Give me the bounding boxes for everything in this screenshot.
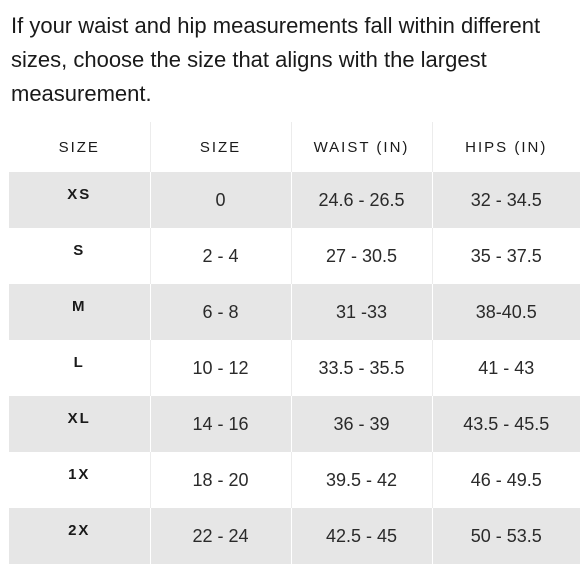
table-header-row: SIZE SIZE WAIST (IN) HIPS (IN) xyxy=(9,122,580,172)
size-label-cell: L xyxy=(73,354,85,371)
size-label-cell: XL xyxy=(9,396,150,452)
table-row: L 10 - 12 33.5 - 35.5 41 - 43 xyxy=(9,340,580,396)
header-size-label: SIZE xyxy=(9,122,150,172)
waist-cell: 36 - 39 xyxy=(290,396,432,452)
hips-cell: 32 - 34.5 xyxy=(431,172,580,228)
hips-cell: 35 - 37.5 xyxy=(431,228,580,284)
size-label-cell: XS xyxy=(9,172,150,228)
table-row: XS 0 24.6 - 26.5 32 - 34.5 xyxy=(9,172,580,228)
hips-cell: 41 - 43 xyxy=(431,340,580,396)
table-row: 2X 22 - 24 42.5 - 45 50 - 53.5 xyxy=(9,508,580,564)
size-number-cell: 18 - 20 xyxy=(149,452,291,508)
size-number-cell: 0 xyxy=(149,172,291,228)
size-chart-table: SIZE SIZE WAIST (IN) HIPS (IN) XS 0 24.6… xyxy=(9,122,580,564)
table-row: S 2 - 4 27 - 30.5 35 - 37.5 xyxy=(9,228,580,284)
hips-cell: 50 - 53.5 xyxy=(431,508,580,564)
waist-cell: 27 - 30.5 xyxy=(290,228,432,284)
size-number-cell: 22 - 24 xyxy=(149,508,291,564)
header-hips: HIPS (IN) xyxy=(431,122,580,172)
table-row: 1X 18 - 20 39.5 - 42 46 - 49.5 xyxy=(9,452,580,508)
waist-cell: 31 -33 xyxy=(290,284,432,340)
size-number-cell: 10 - 12 xyxy=(149,340,291,396)
size-number-cell: 6 - 8 xyxy=(149,284,291,340)
table-row: XL 14 - 16 36 - 39 43.5 - 45.5 xyxy=(9,396,580,452)
waist-cell: 33.5 - 35.5 xyxy=(290,340,432,396)
hips-cell: 43.5 - 45.5 xyxy=(431,396,580,452)
waist-cell: 39.5 - 42 xyxy=(290,452,432,508)
size-number-cell: 14 - 16 xyxy=(149,396,291,452)
size-number-cell: 2 - 4 xyxy=(149,228,291,284)
hips-cell: 46 - 49.5 xyxy=(431,452,580,508)
size-guide-intro: If your waist and hip measurements fall … xyxy=(11,13,541,106)
size-label-cell: 2X xyxy=(9,508,150,564)
size-label-cell: M xyxy=(9,284,150,340)
waist-cell: 42.5 - 45 xyxy=(290,508,432,564)
size-label-cell: S xyxy=(73,242,86,259)
header-size-number: SIZE xyxy=(149,122,291,172)
size-label-cell: 1X xyxy=(68,466,91,483)
waist-cell: 24.6 - 26.5 xyxy=(290,172,432,228)
header-waist: WAIST (IN) xyxy=(290,122,432,172)
table-row: M 6 - 8 31 -33 38-40.5 xyxy=(9,284,580,340)
hips-cell: 38-40.5 xyxy=(431,284,580,340)
